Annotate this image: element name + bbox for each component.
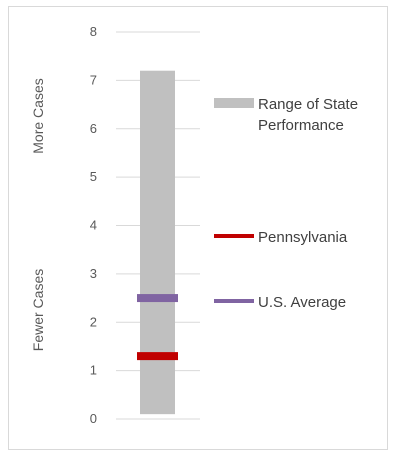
legend-label-range-line2: Performance xyxy=(258,117,344,134)
side-label-more-cases: More Cases xyxy=(30,78,46,153)
marker-pennsylvania xyxy=(137,352,178,361)
y-tick-label: 1 xyxy=(90,363,97,378)
y-tick-label: 4 xyxy=(90,218,97,233)
legend-swatch-us-average xyxy=(214,299,254,303)
legend-label-range-line1: Range of State xyxy=(258,96,358,113)
legend-label-pennsylvania: Pennsylvania xyxy=(258,229,348,246)
range-bar xyxy=(140,70,175,415)
side-label-fewer-cases: Fewer Cases xyxy=(30,269,46,351)
legend-swatch-range xyxy=(214,98,254,108)
y-tick-label: 5 xyxy=(90,169,97,184)
y-tick-label: 3 xyxy=(90,266,97,281)
y-tick-label: 6 xyxy=(90,121,97,136)
y-tick-label: 7 xyxy=(90,72,97,87)
marker-us-average xyxy=(137,294,178,303)
legend-swatch-pennsylvania xyxy=(214,234,254,238)
y-tick-label: 8 xyxy=(90,24,97,39)
y-tick-label: 0 xyxy=(90,411,97,426)
legend-label-us-average: U.S. Average xyxy=(258,294,346,311)
legend: Range of State Performance Pennsylvania … xyxy=(214,96,358,311)
y-tick-label: 2 xyxy=(90,314,97,329)
y-tick-labels: 0 1 2 3 4 5 6 7 8 xyxy=(90,24,97,426)
